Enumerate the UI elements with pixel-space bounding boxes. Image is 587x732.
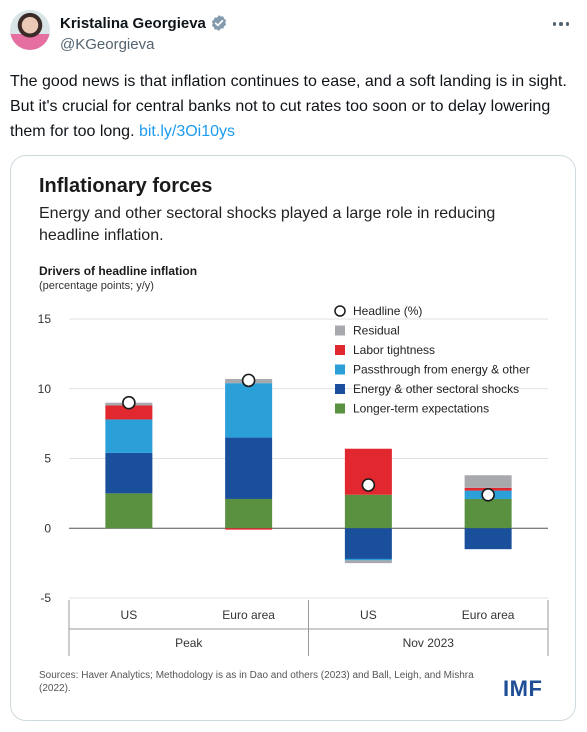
x-group-label: Nov 2023 xyxy=(403,636,455,650)
legend-label: Passthrough from energy & other xyxy=(353,363,530,377)
tweet-header: Kristalina Georgieva @KGeorgieva xyxy=(10,10,577,62)
x-group-label: Peak xyxy=(175,636,203,650)
bar-segment xyxy=(464,475,512,488)
headline-point xyxy=(241,373,256,388)
chart-subtitle: Energy and other sectoral shocks played … xyxy=(39,205,496,244)
x-tick-label: US xyxy=(121,608,138,622)
bar-segment xyxy=(344,528,392,559)
imf-logo: IMF xyxy=(503,676,543,701)
legend-label: Residual xyxy=(353,324,400,338)
legend-swatch xyxy=(335,345,345,355)
author-name[interactable]: Kristalina Georgieva xyxy=(60,14,206,32)
stacked-bar-chart: -5 0 5 10 15 US Euro area US Euro area Peak Nov 2… xyxy=(38,304,549,656)
bar-segment xyxy=(344,560,392,564)
headline-point xyxy=(122,395,136,410)
bar-segment xyxy=(225,437,273,499)
more-options-icon[interactable] xyxy=(549,16,573,32)
tweet-link[interactable]: bit.ly/3Oi10ys xyxy=(138,123,236,140)
x-tick-label: US xyxy=(360,608,377,622)
legend-label: Energy & other sectoral shocks xyxy=(353,382,519,396)
media-card[interactable]: Inflationary forces Energy and other sec… xyxy=(10,155,576,721)
author-handle[interactable]: @KGeorgieva xyxy=(60,36,155,53)
bar-segment xyxy=(105,493,153,529)
headline-point xyxy=(481,487,495,502)
chart-sources: Sources: Haver Analytics; Methodology is… xyxy=(39,670,474,694)
y-tick-label: 10 xyxy=(38,382,52,396)
author-name-row: Kristalina Georgieva xyxy=(60,14,228,32)
verified-badge-icon xyxy=(211,15,226,31)
bar-segment xyxy=(105,419,153,453)
y-tick-label: 5 xyxy=(44,452,51,466)
legend-swatch xyxy=(335,364,345,375)
x-tick-label: Euro area xyxy=(222,608,275,622)
y-tick-label: 15 xyxy=(38,312,52,326)
bar-segment xyxy=(225,528,273,530)
legend-swatch xyxy=(335,403,345,414)
y-tick-label: -5 xyxy=(40,591,51,605)
legend-swatch xyxy=(335,325,345,336)
legend-headline-marker xyxy=(334,305,346,317)
chart-title: Inflationary forces xyxy=(39,175,213,197)
legend-label: Labor tightness xyxy=(353,343,435,357)
legend-swatch xyxy=(335,384,345,394)
tweet-body: The good news is that inflation continue… xyxy=(10,73,567,140)
bar-segment xyxy=(105,452,153,494)
chart-label: Drivers of headline inflation xyxy=(39,264,198,278)
bar-segment xyxy=(344,558,392,561)
bar-segment xyxy=(225,498,273,529)
legend-label: Headline (%) xyxy=(353,304,422,318)
bar-segment xyxy=(464,528,512,550)
avatar[interactable] xyxy=(10,10,50,50)
legend-label: Longer-term expectations xyxy=(353,402,489,416)
tweet-text: The good news is that inflation continue… xyxy=(10,69,577,144)
bar-segment xyxy=(344,494,392,529)
chart-units: (percentage points; y/y) xyxy=(39,280,154,292)
x-tick-label: Euro area xyxy=(462,608,515,622)
bar-segment xyxy=(105,405,153,420)
headline-point xyxy=(361,478,376,492)
bar-segment xyxy=(225,383,273,438)
y-tick-label: 0 xyxy=(44,521,51,535)
bar-segment xyxy=(464,498,512,529)
